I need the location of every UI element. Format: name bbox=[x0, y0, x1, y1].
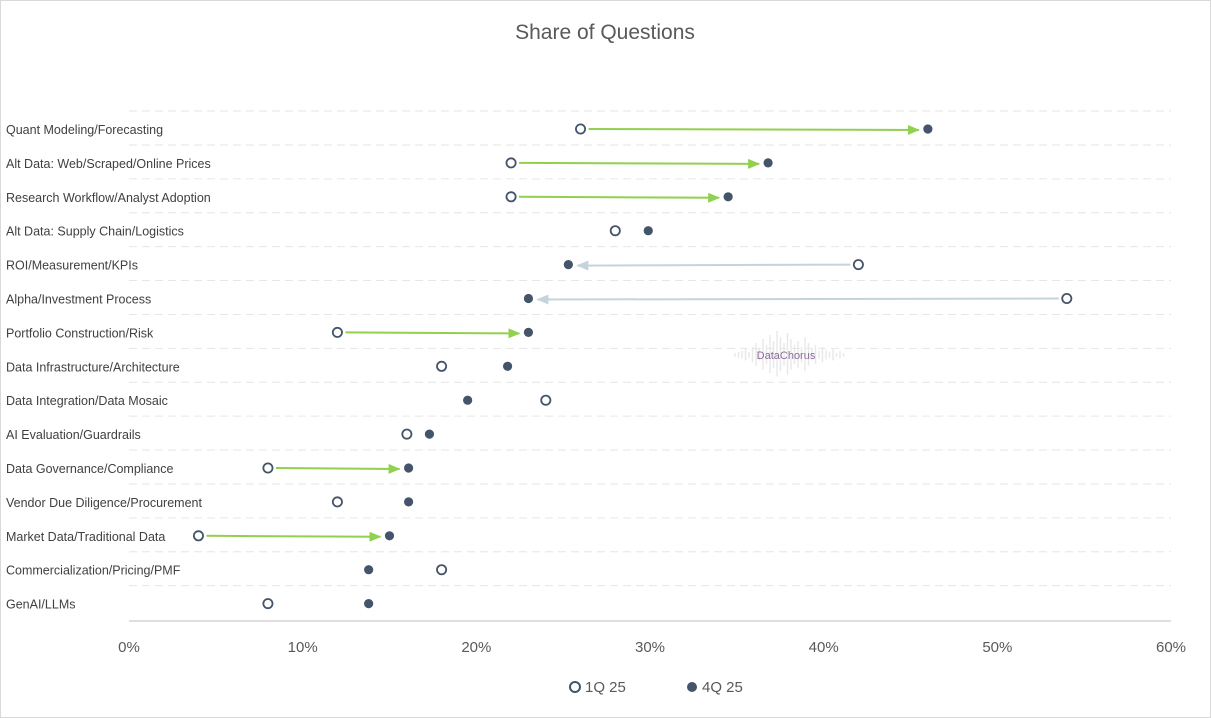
point-4q25-portfolio-construction-risk bbox=[523, 327, 534, 337]
point-1q25-commercialization-pricing-pmf bbox=[436, 564, 448, 576]
point-1q25-data-governance-compliance bbox=[262, 462, 274, 474]
watermark: DataChorus bbox=[734, 331, 845, 377]
category-labels: Quant Modeling/Forecasting Alt Data: Web/… bbox=[6, 123, 211, 612]
chart-title: Share of Questions bbox=[515, 21, 695, 44]
point-1q25-vendor-due-diligence-procurement bbox=[331, 496, 343, 508]
point-1q25-alt-data-web-scraped-online-prices bbox=[505, 157, 517, 169]
legend-marker-4q25 bbox=[687, 682, 697, 692]
point-4q25-genai-llms bbox=[364, 599, 374, 609]
point-4q25-alt-data-web-scraped-online-prices bbox=[763, 158, 773, 168]
change-arrow-alt-data-web-scraped-online-prices bbox=[519, 158, 761, 169]
point-1q25-portfolio-construction-risk bbox=[331, 326, 343, 338]
legend-label-1q25: 1Q 25 bbox=[585, 679, 626, 696]
x-tick-label: 50% bbox=[982, 639, 1012, 656]
category-label-data-integration-data-mosaic: Data Integration/Data Mosaic bbox=[6, 394, 168, 408]
point-4q25-research-workflow-analyst-adoption bbox=[723, 192, 733, 202]
x-tick-label: 30% bbox=[635, 639, 665, 656]
point-1q25-research-workflow-analyst-adoption bbox=[505, 191, 517, 203]
legend: 1Q 25 4Q 25 bbox=[569, 679, 743, 696]
point-1q25-genai-llms bbox=[262, 598, 274, 610]
point-1q25-alpha-investment-process bbox=[1061, 292, 1073, 304]
x-axis-ticks: 0% 10% 20% 30% 40% 50% 60% bbox=[118, 639, 1186, 656]
point-4q25-market-data-traditional-data bbox=[384, 531, 395, 541]
point-4q25-ai-evaluation-guardrails bbox=[424, 429, 435, 439]
point-4q25-alpha-investment-process bbox=[523, 293, 534, 304]
point-1q25-ai-evaluation-guardrails bbox=[401, 428, 413, 440]
x-tick-label: 0% bbox=[118, 639, 140, 656]
point-4q25-data-governance-compliance bbox=[404, 463, 414, 473]
data-points bbox=[192, 123, 1073, 610]
point-4q25-commercialization-pricing-pmf bbox=[364, 565, 374, 575]
change-arrow-market-data-traditional-data bbox=[206, 531, 382, 542]
change-arrow-portfolio-construction-risk bbox=[345, 328, 521, 339]
change-arrow-roi-measurement-kpis bbox=[576, 260, 851, 271]
change-arrow-quant-modeling-forecasting bbox=[588, 124, 920, 135]
category-label-portfolio-construction-risk: Portfolio Construction/Risk bbox=[6, 326, 154, 340]
legend-label-4q25: 4Q 25 bbox=[702, 679, 743, 696]
category-label-data-infrastructure-architecture: Data Infrastructure/Architecture bbox=[6, 360, 180, 374]
change-arrow-data-governance-compliance bbox=[275, 463, 401, 474]
point-4q25-roi-measurement-kpis bbox=[563, 260, 573, 270]
point-4q25-data-infrastructure-architecture bbox=[502, 361, 513, 371]
point-4q25-vendor-due-diligence-procurement bbox=[404, 497, 414, 507]
x-tick-label: 10% bbox=[288, 639, 318, 656]
change-arrow-research-workflow-analyst-adoption bbox=[519, 192, 721, 203]
point-4q25-data-integration-data-mosaic bbox=[463, 395, 473, 405]
point-1q25-market-data-traditional-data bbox=[192, 530, 204, 542]
category-label-roi-measurement-kpis: ROI/Measurement/KPIs bbox=[6, 259, 138, 273]
point-1q25-alt-data-supply-chain-logistics bbox=[609, 225, 621, 237]
category-label-quant-modeling-forecasting: Quant Modeling/Forecasting bbox=[6, 123, 163, 137]
point-1q25-data-integration-data-mosaic bbox=[540, 394, 552, 406]
point-4q25-alt-data-supply-chain-logistics bbox=[643, 226, 653, 236]
category-label-alpha-investment-process: Alpha/Investment Process bbox=[6, 293, 151, 307]
watermark-text: DataChorus bbox=[757, 350, 816, 362]
point-1q25-roi-measurement-kpis bbox=[852, 259, 864, 271]
point-1q25-data-infrastructure-architecture bbox=[436, 360, 448, 372]
category-label-alt-data-web-scraped-online-prices: Alt Data: Web/Scraped/Online Prices bbox=[6, 157, 211, 171]
category-label-genai-llms: GenAI/LLMs bbox=[6, 598, 75, 612]
gridlines bbox=[129, 110, 1171, 622]
legend-marker-1q25 bbox=[569, 681, 581, 693]
watermark-waveform-icon bbox=[734, 331, 845, 377]
point-4q25-quant-modeling-forecasting bbox=[923, 124, 933, 134]
change-arrows bbox=[206, 124, 1059, 542]
category-label-vendor-due-diligence-procurement: Vendor Due Diligence/Procurement bbox=[6, 496, 202, 510]
category-label-commercialization-pricing-pmf: Commercialization/Pricing/PMF bbox=[6, 564, 181, 578]
category-label-research-workflow-analyst-adoption: Research Workflow/Analyst Adoption bbox=[6, 191, 211, 205]
category-label-ai-evaluation-guardrails: AI Evaluation/Guardrails bbox=[6, 428, 141, 442]
x-tick-label: 40% bbox=[809, 639, 839, 656]
category-label-market-data-traditional-data: Market Data/Traditional Data bbox=[6, 530, 165, 544]
x-tick-label: 60% bbox=[1156, 639, 1186, 656]
category-label-data-governance-compliance: Data Governance/Compliance bbox=[6, 462, 173, 476]
category-label-alt-data-supply-chain-logistics: Alt Data: Supply Chain/Logistics bbox=[6, 225, 184, 239]
point-1q25-quant-modeling-forecasting bbox=[575, 123, 587, 135]
change-arrow-alpha-investment-process bbox=[536, 294, 1059, 305]
x-tick-label: 20% bbox=[461, 639, 491, 656]
